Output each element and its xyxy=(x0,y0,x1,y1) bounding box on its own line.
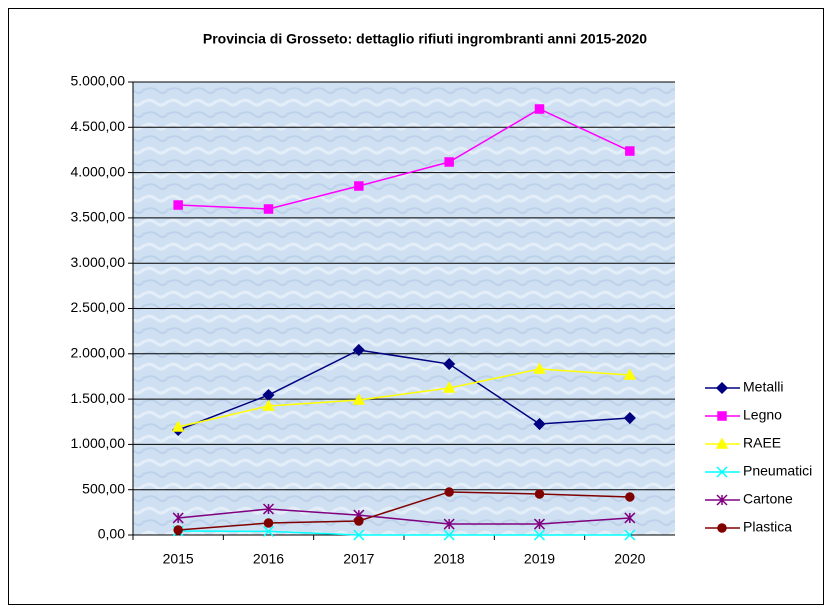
y-tick-label: 3.500,00 xyxy=(71,209,126,225)
data-point xyxy=(262,399,275,411)
data-point xyxy=(263,204,274,214)
series-line xyxy=(177,349,630,431)
y-tick-label: 4.000,00 xyxy=(71,163,126,179)
data-point xyxy=(443,529,455,541)
y-tick-label: 2.000,00 xyxy=(71,345,126,361)
series-line xyxy=(178,508,630,525)
legend-label: RAEE xyxy=(743,435,781,451)
data-point xyxy=(353,529,365,541)
legend-label: Pneumatici xyxy=(743,463,812,479)
data-point xyxy=(623,411,636,425)
x-tick-label: 2016 xyxy=(253,551,284,567)
data-point xyxy=(623,368,637,380)
legend-marker xyxy=(717,411,727,421)
y-tick-label: 5.000,00 xyxy=(71,73,126,89)
data-point xyxy=(262,525,275,537)
data-point xyxy=(444,157,454,167)
data-point xyxy=(173,200,183,210)
data-point xyxy=(533,417,546,431)
data-point xyxy=(625,146,635,156)
data-point xyxy=(171,420,185,432)
y-tick-label: 1.000,00 xyxy=(71,435,126,451)
y-tick-label: 1.500,00 xyxy=(71,390,126,406)
series-line xyxy=(178,530,630,536)
series-line xyxy=(178,491,630,531)
chart-title: Provincia di Grosseto: dettaglio rifiuti… xyxy=(203,31,647,47)
data-point xyxy=(442,381,456,393)
data-point xyxy=(173,525,183,535)
series-line xyxy=(178,108,631,210)
data-point xyxy=(352,343,365,357)
data-point xyxy=(534,489,545,499)
legend-label: Legno xyxy=(743,407,782,423)
data-point xyxy=(533,518,546,530)
data-point xyxy=(534,104,545,114)
y-tick-label: 0,00 xyxy=(98,526,125,542)
data-point xyxy=(443,357,456,371)
series-line xyxy=(177,368,630,428)
legend-marker xyxy=(716,494,728,506)
y-tick-label: 2.500,00 xyxy=(71,299,126,315)
data-point xyxy=(533,529,546,541)
legend-marker xyxy=(715,437,729,449)
data-point xyxy=(533,362,546,374)
data-point xyxy=(352,393,366,405)
legend-label: Plastica xyxy=(743,519,792,535)
data-point xyxy=(624,512,636,524)
x-tick-label: 2019 xyxy=(524,551,555,567)
y-tick-label: 500,00 xyxy=(82,480,125,496)
data-point xyxy=(172,512,184,524)
x-tick-label: 2020 xyxy=(614,551,645,567)
data-point xyxy=(624,529,636,541)
data-point xyxy=(625,492,635,502)
legend-label: Cartone xyxy=(743,491,793,507)
y-tick-label: 4.500,00 xyxy=(71,118,126,134)
data-point xyxy=(262,503,275,515)
x-tick-label: 2018 xyxy=(434,551,465,567)
y-tick-label: 3.000,00 xyxy=(71,254,126,270)
legend-marker xyxy=(715,381,729,395)
legend-label: Metalli xyxy=(743,379,783,395)
x-tick-label: 2017 xyxy=(343,551,374,567)
data-point xyxy=(443,518,455,530)
x-tick-label: 2015 xyxy=(163,551,194,567)
legend-marker xyxy=(717,523,727,533)
data-point xyxy=(263,518,274,528)
legend-marker xyxy=(716,466,728,478)
data-point xyxy=(354,516,364,526)
data-point xyxy=(444,487,454,497)
data-point xyxy=(354,181,364,191)
